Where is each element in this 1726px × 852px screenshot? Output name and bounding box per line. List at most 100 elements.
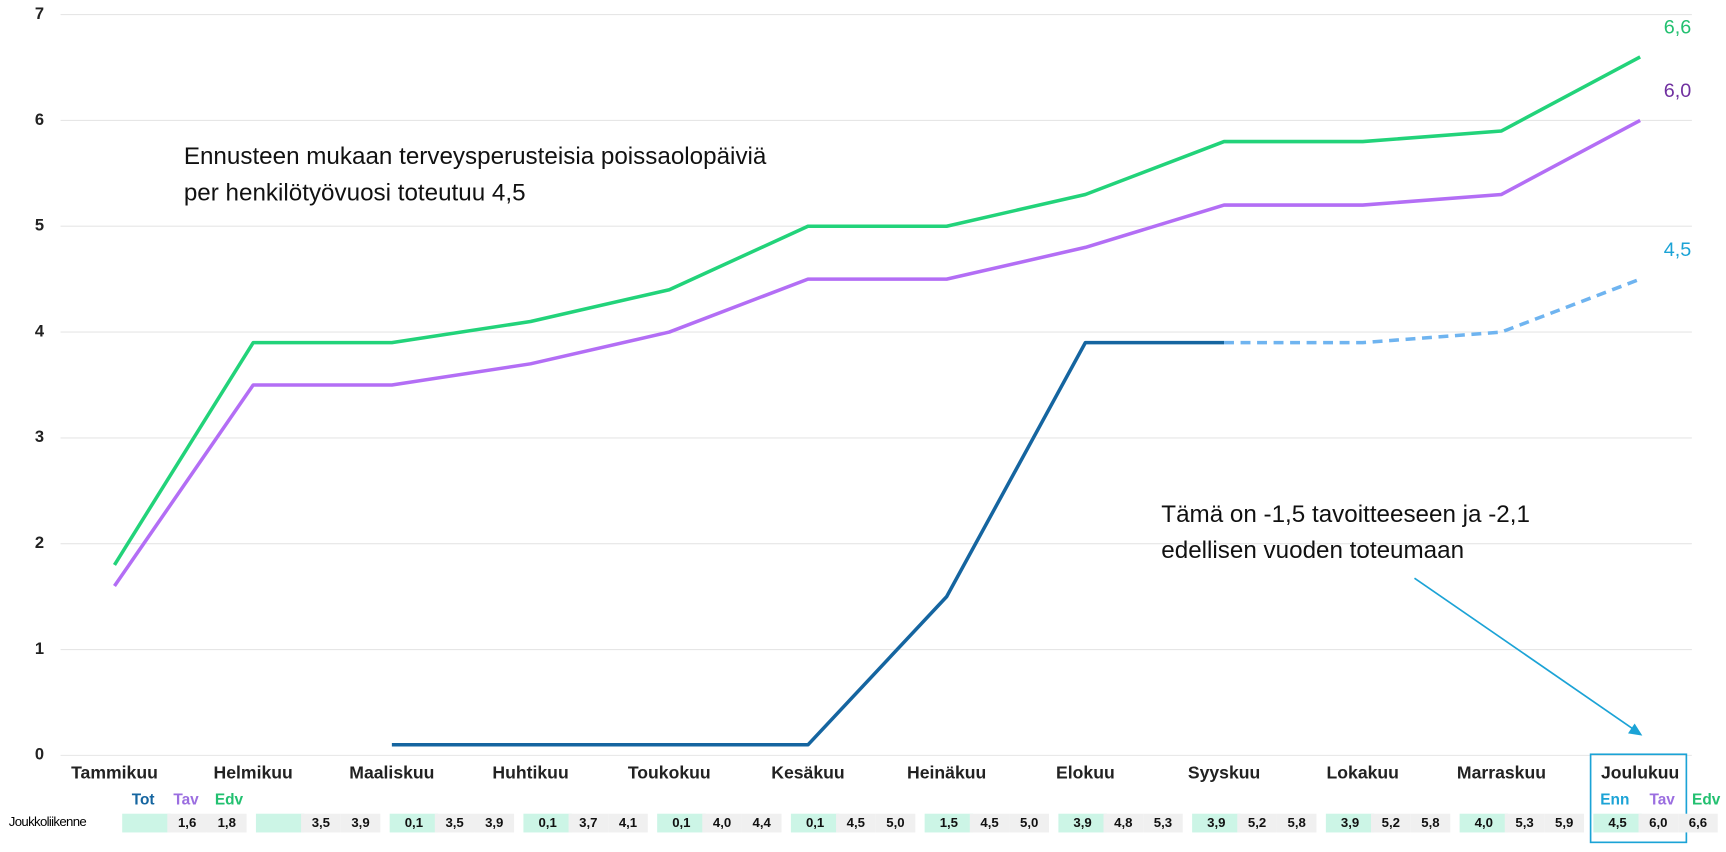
- table-cell: [1593, 813, 1642, 833]
- table-cell: [1143, 813, 1183, 833]
- table-value: 5,0: [1020, 815, 1038, 830]
- table-value: 4,5: [847, 815, 865, 830]
- table-cell: [875, 813, 916, 833]
- table-cell: [1237, 813, 1277, 833]
- x-tick-label: Toukokuu: [628, 763, 711, 783]
- table-cell: [255, 813, 305, 833]
- table-cell: [1371, 813, 1411, 833]
- table-header: Edv: [215, 792, 244, 809]
- table-value: 4,5: [1608, 815, 1626, 830]
- table-value: 4,5: [980, 815, 998, 830]
- y-tick-label: 5: [35, 217, 44, 235]
- table-cell: [1058, 813, 1107, 833]
- table-value: 3,7: [579, 815, 597, 830]
- x-tick-label: Joulukuu: [1601, 763, 1679, 783]
- table-value: 4,0: [713, 815, 731, 830]
- table-value: 4,0: [1475, 815, 1493, 830]
- annotation-arrow: [1414, 577, 1639, 733]
- annotation: edellisen vuoden toteumaan: [1161, 537, 1464, 564]
- table-header: Tav: [173, 792, 199, 809]
- table-cell: [969, 813, 1010, 833]
- x-tick-label: Maaliskuu: [349, 763, 434, 783]
- table-value: 3,9: [1073, 815, 1091, 830]
- table-cell: [1103, 813, 1144, 833]
- table-value: 3,9: [351, 815, 369, 830]
- table-header: Tav: [1649, 792, 1675, 809]
- series-line: [1224, 277, 1641, 345]
- table-value: 1,6: [178, 815, 196, 830]
- table-cell: [608, 813, 648, 833]
- table-value: 4,1: [619, 815, 637, 830]
- table-header: Enn: [1600, 792, 1629, 809]
- table-cell: [1325, 813, 1375, 833]
- table-value: 4,4: [753, 815, 772, 830]
- arrow-head: [1628, 723, 1643, 736]
- table-cell: [1009, 813, 1050, 833]
- table-value: 5,8: [1421, 815, 1439, 830]
- table-value: 0,1: [405, 815, 423, 830]
- x-tick-label: Elokuu: [1056, 763, 1115, 783]
- table-value: 5,3: [1515, 815, 1533, 830]
- table-value: 0,1: [538, 815, 556, 830]
- table-cell: [389, 813, 439, 833]
- table-cell: [122, 813, 171, 833]
- table-header: Edv: [1692, 792, 1721, 809]
- table-cell: [206, 813, 247, 833]
- table-cell: [790, 813, 840, 833]
- series-line: [112, 55, 1641, 566]
- table-value: 5,2: [1382, 815, 1400, 830]
- table-value: 5,8: [1288, 815, 1306, 830]
- table-cell: [924, 813, 974, 833]
- x-tick-label: Kesäkuu: [771, 763, 844, 783]
- highlight-box: [1589, 753, 1688, 844]
- x-tick-label: Tammikuu: [71, 763, 158, 783]
- y-tick-label: 4: [35, 322, 45, 340]
- value-label: 4,5: [1664, 239, 1692, 261]
- table-value: 3,9: [1341, 815, 1359, 830]
- table-cell: [167, 813, 207, 833]
- table-value: 3,5: [312, 815, 330, 830]
- y-tick-label: 6: [35, 111, 44, 129]
- table-cell: [568, 813, 609, 833]
- table-cell: [1544, 813, 1585, 833]
- table-value: 6,6: [1689, 815, 1707, 830]
- x-tick-label: Syyskuu: [1188, 763, 1260, 783]
- table-value: 3,9: [1207, 815, 1225, 830]
- table-cell: [702, 813, 742, 833]
- table-cell: [301, 813, 341, 833]
- table-cell: [523, 813, 572, 833]
- table-cell: [340, 813, 381, 833]
- table-value: 0,1: [672, 815, 690, 830]
- table-cell: [1638, 813, 1679, 833]
- series-line: [391, 340, 1225, 747]
- x-tick-label: Lokakuu: [1327, 763, 1399, 783]
- table-value: 0,1: [806, 815, 824, 830]
- table-value: 5,0: [886, 815, 904, 830]
- table-cell: [1678, 813, 1718, 833]
- x-tick-label: Helmikuu: [214, 763, 293, 783]
- table-cell: [1504, 813, 1545, 833]
- table-value: 1,8: [218, 815, 236, 830]
- row-label: Joukkoliikenne: [9, 814, 87, 829]
- table-cell: [836, 813, 876, 833]
- y-tick-label: 0: [35, 746, 44, 764]
- series-line: [113, 118, 1641, 588]
- table-cell: [434, 813, 475, 833]
- x-tick-label: Marraskuu: [1457, 763, 1546, 783]
- table-value: 5,3: [1154, 815, 1172, 830]
- table-value: 5,2: [1248, 815, 1266, 830]
- x-tick-label: Huhtikuu: [492, 763, 568, 783]
- table-cell: [474, 813, 515, 833]
- value-label: 6,6: [1664, 17, 1692, 39]
- y-tick-label: 1: [35, 640, 44, 658]
- x-tick-label: Heinäkuu: [907, 763, 986, 783]
- table-value: 5,9: [1555, 815, 1573, 830]
- annotation: per henkilötyövuosi toteutuu 4,5: [184, 179, 526, 206]
- y-tick-label: 7: [35, 5, 44, 23]
- table-cell: [657, 813, 706, 833]
- table-header: Tot: [132, 792, 155, 809]
- table-cell: [741, 813, 782, 833]
- table-value: 3,5: [445, 815, 463, 830]
- table-value: 3,9: [485, 815, 503, 830]
